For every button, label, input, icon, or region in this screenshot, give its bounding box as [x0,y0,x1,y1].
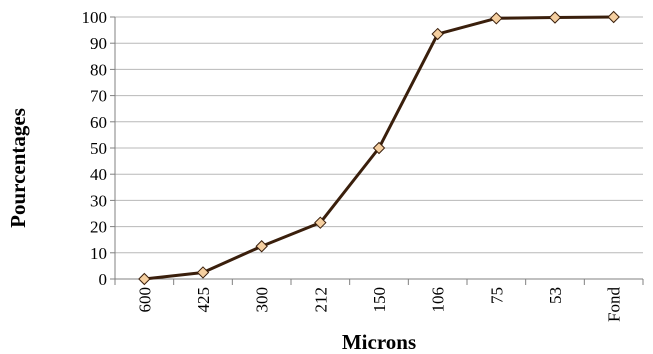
x-tick-label: 53 [546,287,565,304]
grid-lines [115,16,643,254]
x-tick-label: 425 [194,287,213,313]
y-tick-label: 10 [90,244,107,263]
x-tick-label: 600 [135,287,154,313]
y-tick-labels: 0 10 20 30 40 50 60 70 80 90 100 [82,8,108,289]
data-point-marker [255,240,268,253]
y-tick-label: 80 [90,60,107,79]
y-tick-label: 40 [90,165,107,184]
y-tick-label: 50 [90,139,107,158]
data-point-marker [490,12,503,25]
y-axis-title: Pourcentages [6,108,30,228]
x-tick-label: 75 [487,287,506,304]
y-tick-label: 100 [82,8,108,27]
x-tick-labels: 600 425 300 212 150 106 75 53 Fond [135,287,623,322]
data-point-marker [138,272,151,286]
y-tick-label: 60 [90,113,107,132]
data-point-marker [372,141,386,155]
data-point-marker [196,266,210,279]
x-tick-label: 150 [370,287,389,313]
y-tick-label: 0 [99,270,108,289]
data-point-marker [607,10,620,24]
y-tick-label: 30 [90,191,107,210]
x-tick-label: 212 [311,287,330,313]
data-point-marker [431,27,444,41]
data-point-marker [548,11,562,24]
y-tick-label: 90 [90,34,107,53]
x-tick-label: 106 [429,287,448,313]
y-tick-label: 70 [90,87,107,106]
x-tick-label: 300 [253,287,272,313]
data-markers [138,10,620,286]
x-tick-label: Fond [605,287,624,322]
data-point-marker [314,216,327,229]
x-axis-title: Microns [342,330,416,354]
y-tick-label: 20 [90,218,107,237]
axes [110,16,644,285]
